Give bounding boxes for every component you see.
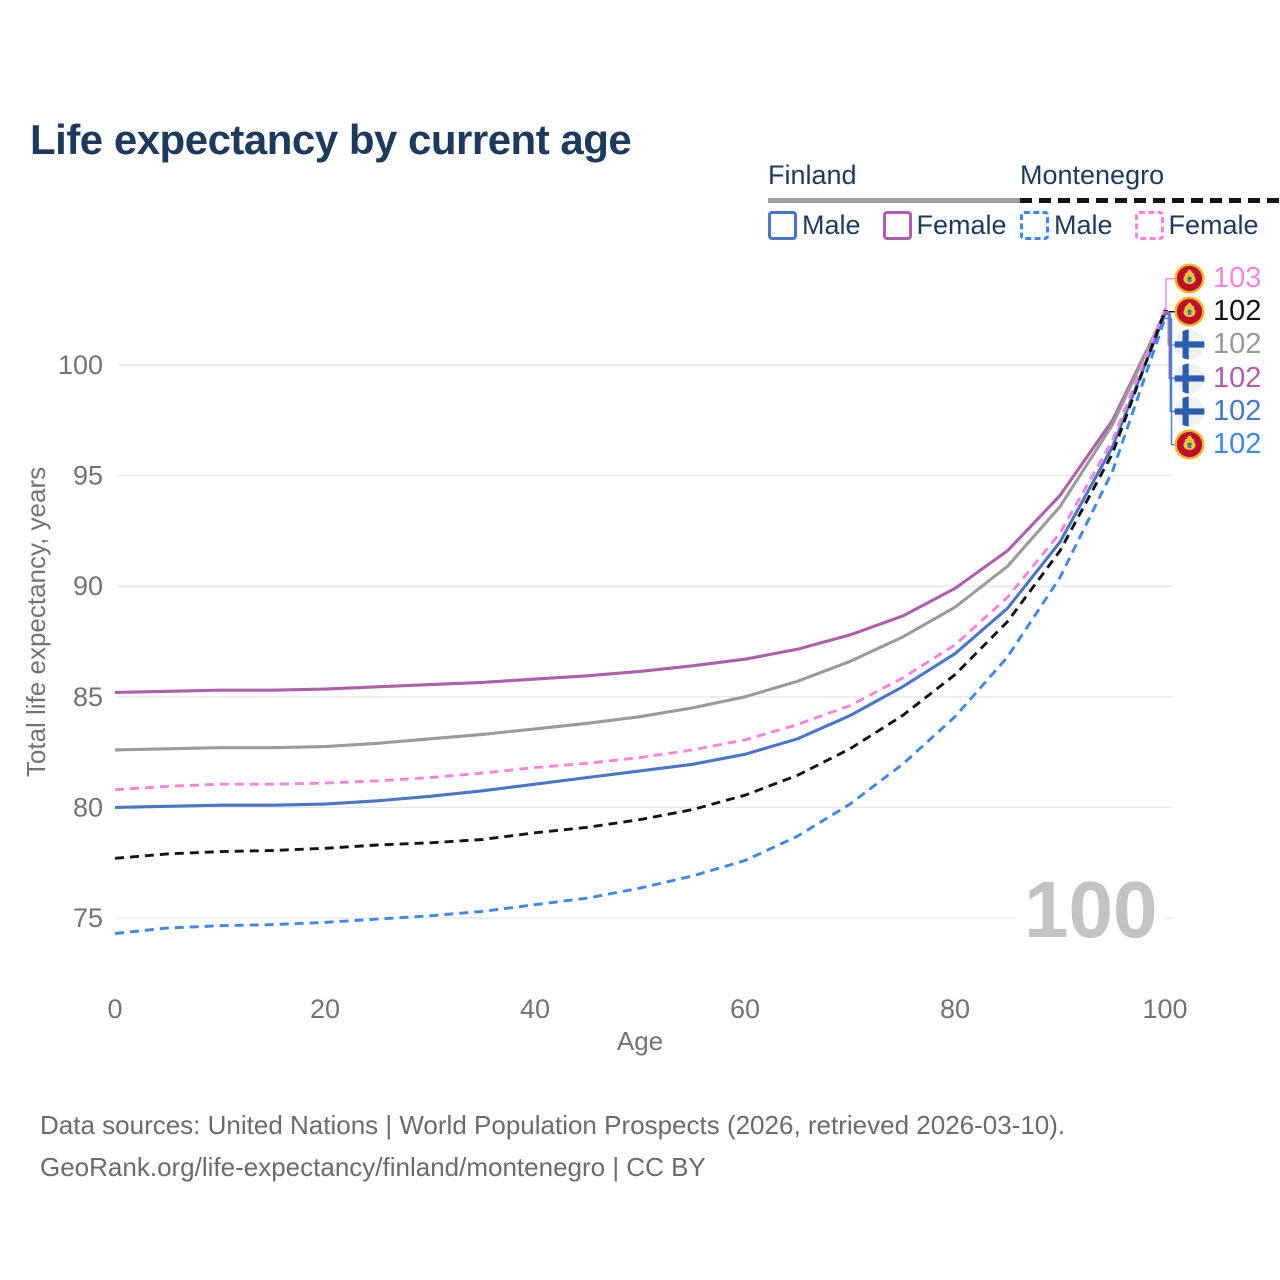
montenegro-dashed-line-swatch [1020, 198, 1280, 203]
y-tick-label: 75 [73, 903, 103, 933]
footer-data-sources: Data sources: United Nations | World Pop… [40, 1110, 1066, 1140]
legend-item-finland-male[interactable]: Male [768, 210, 861, 241]
legend-label-finland-female: Female [916, 210, 1007, 240]
montenegro-flag-icon [1174, 263, 1205, 294]
y-tick-label: 85 [73, 682, 103, 712]
x-tick-label: 60 [730, 994, 760, 1024]
legend-country-montenegro[interactable]: Montenegro [1020, 160, 1280, 203]
leader-line-montenegro-female [1164, 277, 1176, 310]
y-tick-label: 95 [73, 461, 103, 491]
x-tick-label: 0 [107, 994, 122, 1024]
legend-label-montenegro-female: Female [1168, 210, 1259, 240]
footer: Data sources: United Nations | World Pop… [40, 1104, 1065, 1188]
series-line-montenegro-both-sexes [114, 310, 1167, 860]
montenegro-flag-icon [1174, 296, 1205, 327]
series-line-montenegro-female [114, 308, 1167, 792]
y-tick-label: 80 [73, 792, 103, 822]
checkbox-finland-male[interactable] [768, 211, 797, 240]
series-end-labels: 103 102 102 102 [1174, 262, 1261, 461]
end-label-value: 102 [1213, 328, 1262, 361]
finland-flag-icon [1174, 329, 1205, 360]
end-label-row: 102 [1174, 295, 1261, 328]
legend-group-finland: Finland Male Female [768, 160, 1029, 241]
montenegro-flag-icon [1174, 429, 1205, 460]
x-tick-label: 80 [940, 994, 970, 1024]
y-tick-label: 90 [73, 571, 103, 601]
legend-item-montenegro-female[interactable]: Female [1134, 210, 1259, 241]
end-label-value: 102 [1213, 361, 1262, 394]
legend-label-finland-male: Male [802, 210, 861, 240]
series-line-montenegro-male [114, 318, 1167, 935]
checkbox-montenegro-male[interactable] [1020, 211, 1049, 240]
page-title: Life expectancy by current age [30, 116, 632, 164]
end-label-row: 102 [1174, 428, 1261, 461]
x-tick-label: 40 [520, 994, 550, 1024]
end-label-row: 103 [1174, 262, 1261, 295]
series-line-finland-male [114, 313, 1167, 809]
leader-line-montenegro-male [1164, 317, 1176, 446]
end-label-value: 102 [1213, 428, 1262, 461]
finland-solid-line-swatch [768, 198, 1029, 203]
age-counter-watermark: 100 [1016, 870, 1166, 950]
footer-attribution: GeoRank.org/life-expectancy/finland/mont… [40, 1152, 706, 1182]
legend-label-montenegro-male: Male [1054, 210, 1113, 240]
legend-item-finland-female[interactable]: Female [882, 210, 1007, 241]
series-line-finland-both-sexes [114, 311, 1167, 752]
y-tick-label: 100 [58, 350, 103, 380]
finland-flag-icon [1174, 396, 1205, 427]
end-label-value: 102 [1213, 295, 1262, 328]
end-label-row: 102 [1174, 328, 1261, 361]
legend-country-finland[interactable]: Finland [768, 160, 1029, 203]
end-label-value: 103 [1213, 262, 1262, 295]
checkbox-finland-female[interactable] [882, 211, 912, 240]
legend-country-finland-label[interactable]: Finland [768, 160, 857, 190]
end-label-value: 102 [1213, 394, 1262, 427]
end-label-row: 102 [1174, 362, 1261, 395]
checkbox-montenegro-female[interactable] [1134, 211, 1164, 240]
x-tick-label: 100 [1142, 994, 1187, 1024]
series-line-finland-female [114, 312, 1167, 694]
legend-country-montenegro-label[interactable]: Montenegro [1020, 160, 1165, 190]
leader-line-finland-male [1164, 313, 1176, 413]
legend-group-montenegro: Montenegro Male Female [1020, 160, 1280, 241]
end-label-row: 102 [1174, 395, 1261, 428]
finland-flag-icon [1174, 363, 1205, 394]
x-tick-label: 20 [310, 994, 340, 1024]
legend-item-montenegro-male[interactable]: Male [1020, 210, 1113, 241]
leader-line-finland-female [1164, 312, 1176, 379]
x-axis-title: Age [617, 1026, 663, 1056]
y-axis-title: Total life expectancy, years [21, 467, 51, 777]
